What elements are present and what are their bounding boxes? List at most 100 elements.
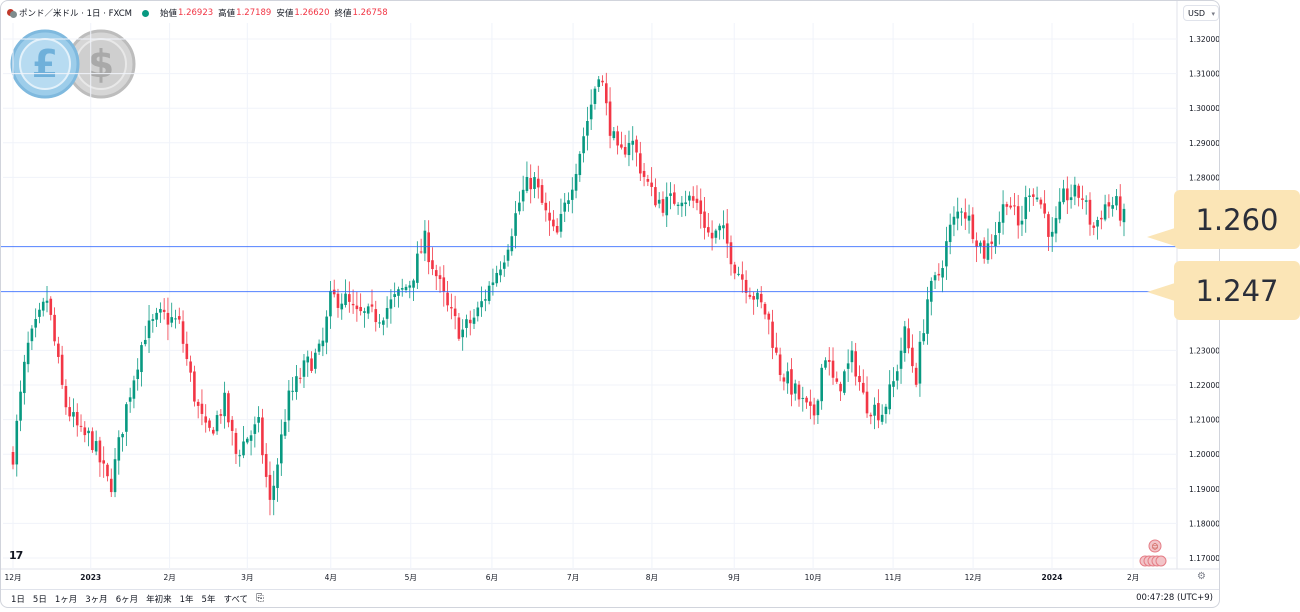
currency-select[interactable]: USD ▾ <box>1183 5 1219 21</box>
candle-body <box>336 293 340 308</box>
candle-body <box>113 459 117 493</box>
candle-body <box>23 361 26 394</box>
candle-body <box>570 189 574 200</box>
candle-body <box>136 369 140 380</box>
period-1m[interactable]: 1ヶ月 <box>54 595 78 605</box>
candle-body <box>1066 188 1069 201</box>
price-tick-label: 1.22000 <box>1189 381 1219 390</box>
candle-body <box>1005 204 1009 207</box>
candle-body <box>979 242 982 246</box>
candle-body <box>238 455 242 457</box>
candle-body <box>990 241 994 244</box>
candle-body <box>370 304 374 307</box>
period-all[interactable]: すべて <box>223 595 249 605</box>
candle-body <box>559 213 563 232</box>
candle-body <box>1062 188 1065 203</box>
candle-body <box>782 377 786 382</box>
settings-gear-icon[interactable]: ⚙ <box>1197 571 1206 582</box>
candle-body <box>102 460 105 464</box>
horizontal-lines[interactable] <box>1 245 1219 293</box>
candle-body <box>502 262 506 269</box>
period-ytd[interactable]: 年初来 <box>146 595 172 605</box>
candle-body <box>536 178 540 188</box>
candle-body <box>839 383 842 392</box>
candle-body <box>170 317 174 323</box>
candle-body <box>718 225 721 231</box>
time-axis[interactable]: 12月 2023 2月 3月 4月 5月 6月 7月 8月 9月 10月 11月 12月 2024 2月 <box>4 573 1139 582</box>
candle-body <box>948 224 952 243</box>
candle-body <box>215 415 219 432</box>
period-5d[interactable]: 5日 <box>32 595 47 605</box>
candle-body <box>389 299 393 309</box>
candle-body <box>408 285 412 288</box>
candle-body <box>272 485 276 500</box>
close-label: 終値 <box>334 9 352 19</box>
candle-body <box>15 420 19 465</box>
candle-body <box>1111 205 1114 209</box>
period-6m[interactable]: 6ヶ月 <box>115 595 139 605</box>
candle-body <box>824 360 827 368</box>
candle-body <box>306 356 310 363</box>
period-3m[interactable]: 3ヶ月 <box>85 595 108 605</box>
candle-body <box>117 437 121 461</box>
candle-body <box>907 328 910 349</box>
candle-body <box>880 414 884 422</box>
candle-body <box>264 454 268 477</box>
candle-body <box>189 361 192 373</box>
candle-body <box>1088 199 1092 225</box>
price-axis[interactable]: 1.32000 1.31000 1.30000 1.29000 1.28000 1.230… <box>1189 35 1219 563</box>
date-range-icon[interactable]: ⎘ <box>256 593 265 604</box>
candle-body <box>793 383 797 394</box>
candle-body <box>174 318 177 320</box>
candle-body <box>491 282 495 286</box>
candle-body <box>963 212 967 219</box>
candle-body <box>378 322 381 324</box>
candle-body <box>128 397 132 402</box>
candle-body <box>914 367 918 385</box>
tradingview-logo[interactable]: 17 <box>9 549 23 562</box>
period-1d[interactable]: 1日 <box>11 595 25 605</box>
candle-body <box>98 440 102 463</box>
candle-body <box>661 199 665 213</box>
event-flags-icon[interactable]: ☺ <box>1139 538 1169 570</box>
callout-pointer <box>1147 283 1175 301</box>
price-tick-label: 1.20000 <box>1189 450 1219 459</box>
candle-body <box>109 478 113 493</box>
candle-body <box>1100 217 1103 220</box>
period-5y[interactable]: 5年 <box>201 595 216 605</box>
candle-body <box>49 298 53 315</box>
candle-body <box>657 199 661 204</box>
candle-body <box>1047 214 1050 237</box>
candle-body <box>1103 204 1107 220</box>
candle-body <box>393 294 396 298</box>
chart-frame: ポンド／米ドル · 1日 · FXCM 始値 1.26923 高値 1.27189 … <box>0 0 1220 608</box>
candle-body <box>627 142 631 156</box>
candle-body <box>385 308 389 319</box>
candle-body <box>688 195 691 201</box>
candle-body <box>729 242 733 265</box>
candle-body <box>291 390 294 392</box>
candle-body <box>763 303 767 315</box>
candle-body <box>699 200 703 214</box>
candle-body <box>242 441 245 456</box>
price-chart[interactable]: 1.32000 1.31000 1.30000 1.29000 1.28000 1.230… <box>1 1 1219 589</box>
candle-body <box>1050 231 1054 237</box>
candle-body <box>601 80 604 83</box>
candle-body <box>261 417 264 456</box>
candle-body <box>487 285 491 301</box>
candle-body <box>593 88 597 104</box>
period-1y[interactable]: 1年 <box>179 595 194 605</box>
candle-body <box>911 347 914 367</box>
candle-body <box>1092 225 1096 228</box>
candle-body <box>937 273 941 276</box>
candle-body <box>986 243 990 260</box>
clock[interactable]: 00:47:28 (UTC+9) <box>1136 593 1213 603</box>
candle-body <box>359 306 362 312</box>
open-value: 1.26923 <box>178 8 214 18</box>
candle-body <box>162 309 166 312</box>
svg-text:☺: ☺ <box>1151 543 1158 551</box>
time-tick-label: 2月 <box>163 573 175 582</box>
candle-body <box>325 316 328 343</box>
candle-body <box>64 386 68 408</box>
symbol-title[interactable]: ポンド／米ドル · 1日 · FXCM <box>19 9 132 19</box>
